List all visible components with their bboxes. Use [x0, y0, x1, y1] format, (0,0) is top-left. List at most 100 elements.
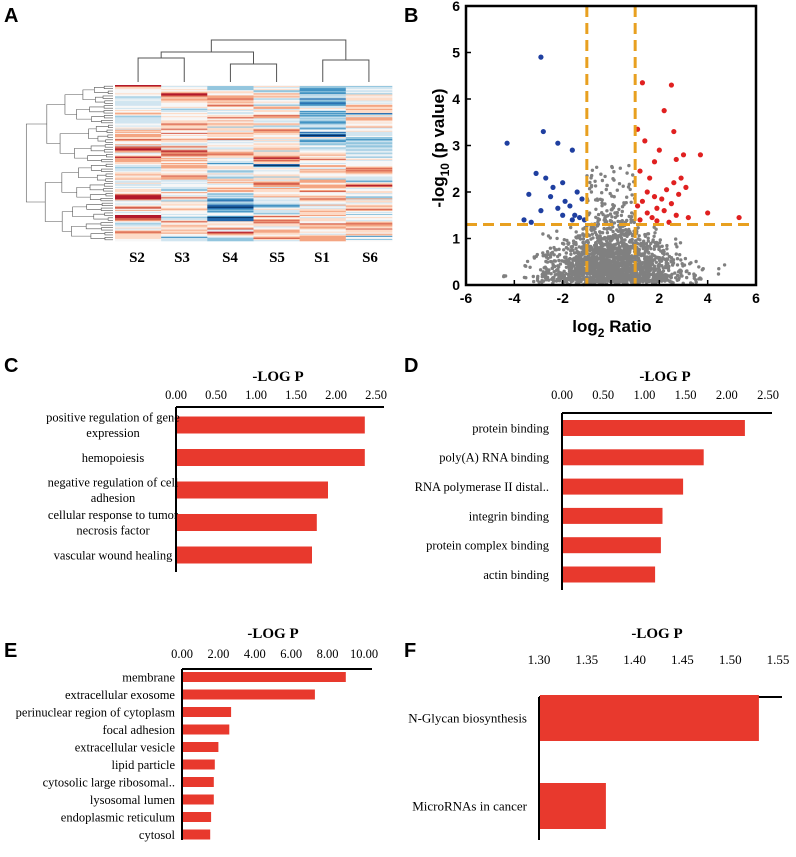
bar — [183, 742, 219, 752]
volcano-point-ns — [610, 165, 614, 170]
heatmap-cell — [161, 106, 208, 109]
bar — [183, 829, 211, 840]
heatmap-cell — [253, 91, 300, 93]
volcano-point-ns — [575, 277, 579, 282]
heatmap-cell — [115, 203, 162, 205]
panel-label-b: B — [404, 5, 418, 27]
heatmap-cell — [299, 209, 347, 212]
volcano-point-ns — [545, 260, 550, 264]
heatmap-cell — [161, 117, 208, 119]
heatmap-cell — [345, 120, 393, 122]
volcano-point-ns — [595, 224, 599, 228]
heatmap-cell — [299, 93, 347, 95]
heatmap-cell — [115, 99, 162, 101]
volcano-point-up — [637, 168, 643, 174]
heatmap-cell — [161, 176, 208, 178]
heatmap-cell — [345, 170, 393, 172]
volcano-point-ns — [653, 267, 657, 271]
heatmap-cell — [161, 183, 208, 186]
volcano-point-ns — [598, 256, 603, 260]
volcano-point-ns — [624, 280, 628, 284]
heatmap-cell — [161, 109, 208, 112]
dendrogram-branch — [105, 173, 113, 177]
heatmap-cell — [207, 196, 254, 198]
volcano-point-ns — [594, 233, 599, 237]
heatmap-cell — [299, 102, 347, 105]
volcano-point-ns — [679, 258, 683, 262]
dendrogram-branch — [61, 211, 73, 232]
volcano-point-ns — [582, 234, 586, 238]
heatmap-cell — [115, 228, 162, 230]
heatmap-cell — [161, 96, 208, 98]
heatmap-cell — [207, 229, 254, 231]
volcano-point-ns — [640, 261, 644, 265]
heatmap-cell — [161, 219, 208, 221]
heatmap-cell — [161, 88, 208, 90]
heatmap-cell — [299, 92, 347, 94]
bar-chart-title: -LOG P — [252, 369, 303, 385]
heatmap-cell — [299, 204, 347, 206]
heatmap-cell — [299, 145, 347, 147]
volcano-point-ns — [563, 255, 567, 259]
heatmap-cell — [253, 102, 300, 105]
heatmap-cell — [207, 180, 254, 183]
heatmap-cell — [161, 181, 208, 184]
heatmap-cell — [253, 132, 300, 135]
heatmap-cell — [115, 168, 162, 170]
volcano-point-ns — [548, 236, 552, 240]
heatmap-cell — [207, 202, 254, 204]
heatmap-cell — [115, 218, 162, 220]
heatmap-cell — [115, 157, 162, 160]
heatmap-cell — [161, 207, 208, 210]
heatmap-cell — [345, 231, 393, 233]
volcano-point-ns — [625, 171, 629, 175]
volcano-point-ns — [596, 217, 600, 222]
volcano-point-ns — [547, 278, 551, 282]
volcano-point-ns — [593, 179, 597, 183]
heatmap-cell — [161, 191, 208, 193]
volcano-y-tick-label: 3 — [452, 138, 460, 154]
volcano-point-ns — [646, 232, 651, 236]
volcano-point-up — [736, 214, 742, 221]
volcano-y-tick-label: 1 — [452, 231, 460, 247]
heatmap-cell — [345, 128, 393, 131]
dendrogram-branch — [94, 87, 109, 93]
heatmap-cell — [299, 114, 347, 116]
heatmap-cell — [207, 171, 254, 173]
heatmap-cell — [115, 212, 162, 215]
volcano-point-ns — [555, 236, 559, 241]
heatmap-cell — [253, 94, 300, 96]
volcano-point-ns — [577, 262, 581, 266]
volcano-point-ns — [620, 209, 624, 214]
heatmap-cell — [207, 109, 254, 112]
heatmap-cell — [253, 164, 300, 166]
volcano-point-ns — [589, 237, 593, 241]
heatmap-cell — [115, 129, 162, 132]
heatmap-cell — [115, 128, 162, 131]
heatmap-cell — [115, 121, 162, 123]
heatmap-cell — [207, 192, 254, 194]
heatmap-cell — [253, 196, 300, 198]
heatmap-cell — [299, 179, 347, 181]
heatmap-cell — [345, 151, 393, 153]
heatmap-cell — [161, 228, 208, 230]
heatmap-cell — [207, 130, 254, 133]
heatmap-cell — [161, 205, 208, 207]
heatmap-cell — [299, 109, 347, 112]
heatmap-cell — [161, 206, 208, 209]
heatmap-cell — [207, 213, 254, 216]
heatmap-cell — [345, 121, 393, 123]
heatmap-cell — [207, 223, 254, 225]
heatmap-cell — [207, 228, 254, 230]
heatmap-cell — [299, 124, 347, 126]
heatmap-cell — [115, 94, 162, 96]
heatmap-cell — [115, 113, 162, 115]
volcano-point-ns — [646, 236, 650, 240]
volcano-point-ns — [573, 267, 578, 271]
heatmap-cell — [207, 239, 254, 242]
volcano-point-ns — [575, 236, 579, 240]
heatmap-cell — [115, 130, 162, 133]
heatmap-col-label: S2 — [129, 250, 145, 266]
heatmap-cell — [253, 220, 300, 222]
heatmap-cell — [115, 116, 162, 118]
